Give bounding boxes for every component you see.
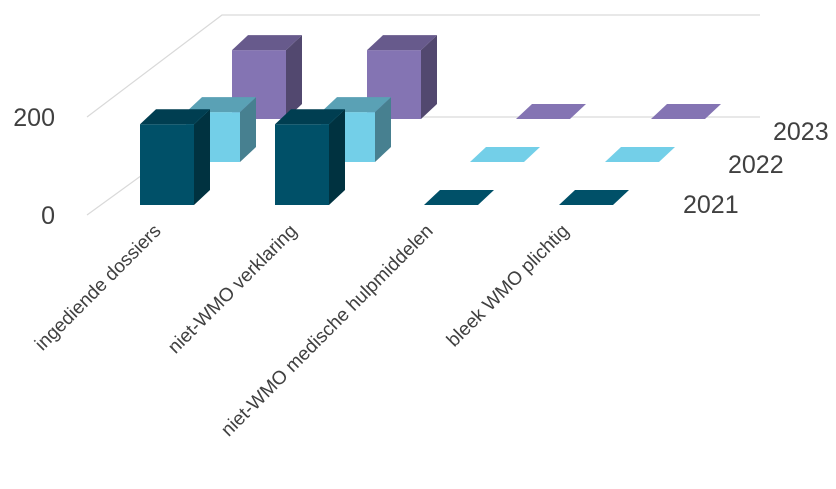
bar-2023-bleek-wmo-plichtig	[651, 104, 721, 119]
y-tick-label-200: 200	[13, 104, 55, 132]
bar-side	[421, 35, 437, 119]
bar-2022-niet-wmo-medische-hulpmiddelen	[470, 147, 540, 162]
series-label-2022: 2022	[728, 151, 784, 179]
bar-top	[559, 190, 629, 205]
bar-side	[240, 97, 256, 162]
y-tick-label-0: 0	[41, 202, 55, 230]
series-axis-labels: 2021 2022 2023	[683, 118, 829, 219]
category-label-niet-wmo-medische-hulpmiddelen: niet-WMO medische hulpmiddelen	[217, 221, 437, 441]
category-label-niet-wmo-verklaring: niet-WMO verklaring	[164, 221, 301, 358]
bar-2023-ingediende-dossiers	[232, 35, 302, 119]
bar-top	[424, 190, 494, 205]
gridline-200	[86, 14, 760, 118]
bar-top	[516, 104, 586, 119]
series-label-2021: 2021	[683, 191, 739, 219]
bar-2021-niet-wmo-medische-hulpmiddelen	[424, 190, 494, 205]
bar-side	[286, 35, 302, 119]
category-label-ingediende-dossiers: ingediende dossiers	[31, 221, 165, 355]
bars	[140, 35, 721, 205]
bar-front	[140, 124, 194, 205]
bar-side	[375, 97, 391, 162]
bar-2023-niet-wmo-medische-hulpmiddelen	[516, 104, 586, 119]
bar-top	[470, 147, 540, 162]
bar-2021-ingediende-dossiers	[140, 109, 210, 205]
bar-front	[275, 124, 329, 205]
bar-2021-niet-wmo-verklaring	[275, 109, 345, 205]
bar-top	[367, 35, 437, 51]
bar-top	[275, 109, 345, 125]
bar-top	[140, 109, 210, 125]
series-label-2023: 2023	[773, 118, 829, 146]
category-label-bleek-wmo-plichtig: bleek WMO plichtig	[443, 221, 574, 352]
bar-top	[232, 35, 302, 51]
bar-2021-bleek-wmo-plichtig	[559, 190, 629, 205]
y-axis-ticks: 0 200	[13, 104, 55, 230]
bar-side	[194, 109, 210, 205]
bar-side	[329, 109, 345, 205]
bar-top	[605, 147, 675, 162]
bar-2023-niet-wmo-verklaring	[367, 35, 437, 119]
bar-top	[186, 97, 256, 113]
bar-2022-bleek-wmo-plichtig	[605, 147, 675, 162]
bar-top	[321, 97, 391, 113]
bar-top	[651, 104, 721, 119]
